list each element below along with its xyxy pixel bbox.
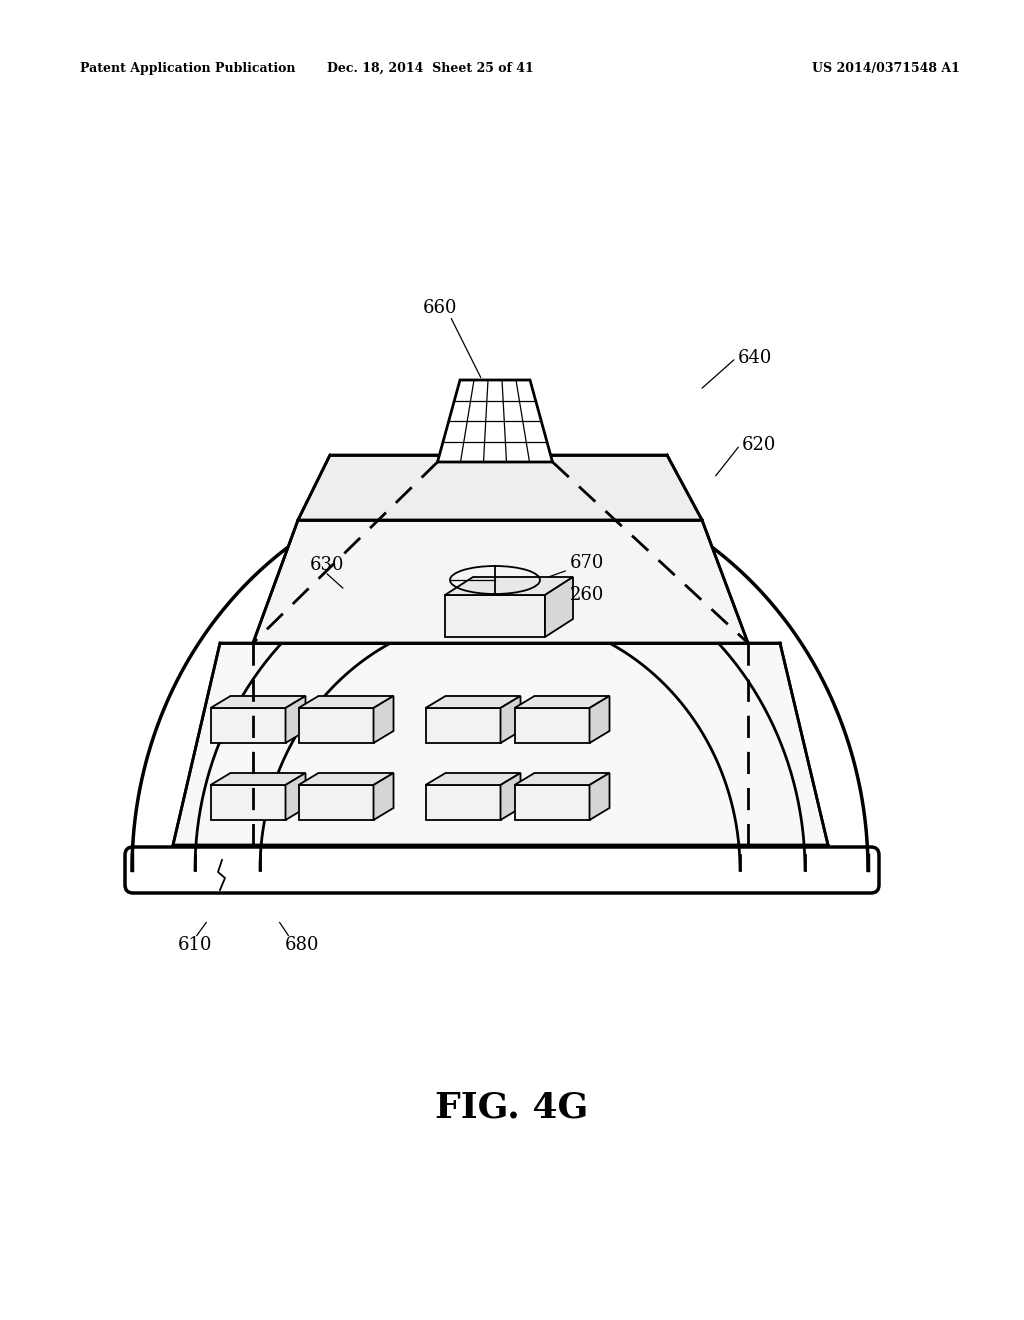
- Polygon shape: [426, 696, 520, 708]
- Polygon shape: [426, 785, 501, 820]
- Polygon shape: [211, 708, 286, 743]
- Text: 670: 670: [570, 554, 604, 572]
- Polygon shape: [211, 774, 305, 785]
- Text: 630: 630: [310, 556, 344, 574]
- Polygon shape: [286, 774, 305, 820]
- Polygon shape: [299, 785, 374, 820]
- Polygon shape: [514, 785, 590, 820]
- Text: 620: 620: [742, 436, 776, 454]
- Text: US 2014/0371548 A1: US 2014/0371548 A1: [812, 62, 961, 75]
- Text: 610: 610: [178, 936, 213, 954]
- Polygon shape: [299, 708, 374, 743]
- Polygon shape: [211, 785, 286, 820]
- Polygon shape: [299, 696, 393, 708]
- Polygon shape: [514, 774, 609, 785]
- Polygon shape: [211, 696, 305, 708]
- Polygon shape: [253, 520, 748, 643]
- Polygon shape: [590, 696, 609, 743]
- Polygon shape: [286, 696, 305, 743]
- Text: 660: 660: [423, 300, 458, 317]
- Polygon shape: [445, 577, 573, 595]
- Polygon shape: [445, 595, 545, 638]
- Polygon shape: [514, 696, 609, 708]
- Polygon shape: [590, 774, 609, 820]
- Text: Dec. 18, 2014  Sheet 25 of 41: Dec. 18, 2014 Sheet 25 of 41: [327, 62, 534, 75]
- Text: 640: 640: [738, 348, 772, 367]
- Text: 680: 680: [285, 936, 319, 954]
- Polygon shape: [437, 380, 553, 462]
- Polygon shape: [298, 455, 702, 520]
- Polygon shape: [374, 774, 393, 820]
- FancyBboxPatch shape: [125, 847, 879, 894]
- Text: Patent Application Publication: Patent Application Publication: [80, 62, 296, 75]
- Polygon shape: [426, 774, 520, 785]
- Polygon shape: [501, 696, 520, 743]
- Polygon shape: [426, 708, 501, 743]
- Polygon shape: [173, 643, 828, 845]
- Polygon shape: [545, 577, 573, 638]
- Text: 260: 260: [570, 586, 604, 605]
- Polygon shape: [514, 708, 590, 743]
- Polygon shape: [299, 774, 393, 785]
- Polygon shape: [374, 696, 393, 743]
- Text: FIG. 4G: FIG. 4G: [435, 1090, 589, 1125]
- Polygon shape: [501, 774, 520, 820]
